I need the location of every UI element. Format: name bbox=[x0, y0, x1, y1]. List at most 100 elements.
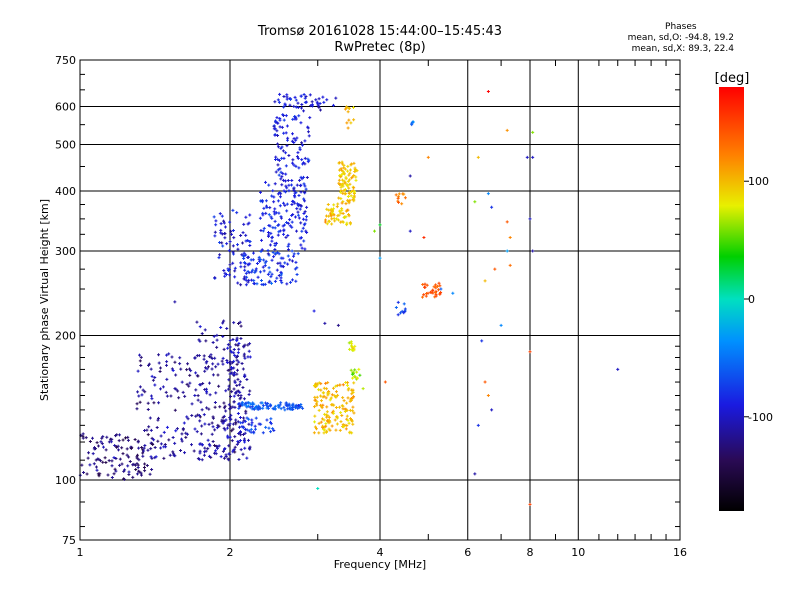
data-point-825 bbox=[267, 280, 271, 284]
data-point-1117 bbox=[285, 124, 289, 128]
data-point-1243 bbox=[351, 391, 355, 395]
data-point-223 bbox=[180, 439, 184, 443]
data-point-157 bbox=[142, 449, 146, 453]
data-point-821 bbox=[271, 250, 275, 254]
data-point-48 bbox=[99, 440, 103, 444]
data-point-980 bbox=[302, 197, 306, 201]
data-point-405 bbox=[227, 403, 231, 407]
data-point-1510 bbox=[434, 286, 438, 290]
data-point-855 bbox=[260, 248, 264, 252]
data-point-535 bbox=[239, 394, 243, 398]
data-point-1290 bbox=[352, 395, 356, 399]
x-tick-label-4: 8 bbox=[527, 546, 534, 559]
data-point-285 bbox=[162, 456, 166, 460]
data-point-523 bbox=[228, 338, 232, 342]
data-point-780 bbox=[279, 276, 283, 280]
data-point-1105 bbox=[281, 172, 285, 176]
data-point-778 bbox=[264, 259, 268, 263]
data-point-677 bbox=[236, 243, 240, 247]
data-point-678 bbox=[243, 265, 247, 269]
data-point-169 bbox=[150, 374, 154, 378]
data-point-781 bbox=[259, 250, 263, 254]
data-point-245 bbox=[152, 438, 156, 442]
data-point-1587 bbox=[336, 323, 340, 327]
data-point-429 bbox=[214, 449, 218, 453]
data-point-483 bbox=[247, 422, 251, 426]
data-point-1415 bbox=[337, 161, 341, 165]
data-point-1456 bbox=[345, 183, 349, 187]
data-point-1447 bbox=[344, 175, 348, 179]
data-point-1509 bbox=[426, 291, 430, 295]
data-point-917 bbox=[261, 229, 265, 233]
data-point-945 bbox=[301, 226, 305, 230]
data-point-1269 bbox=[314, 384, 318, 388]
data-point-574 bbox=[266, 402, 270, 406]
data-point-1384 bbox=[352, 161, 356, 165]
data-point-402 bbox=[199, 383, 203, 387]
data-point-1516 bbox=[431, 288, 435, 292]
data-point-1195 bbox=[317, 421, 321, 425]
data-point-460 bbox=[246, 355, 250, 359]
data-point-377 bbox=[222, 406, 226, 410]
data-point-925 bbox=[272, 200, 276, 204]
data-point-1274 bbox=[321, 424, 325, 428]
data-point-75 bbox=[129, 446, 133, 450]
data-point-222 bbox=[185, 415, 189, 419]
data-point-260 bbox=[232, 366, 236, 370]
data-point-4 bbox=[86, 456, 90, 460]
data-point-1277 bbox=[351, 405, 355, 409]
data-point-455 bbox=[198, 325, 202, 329]
data-point-1194 bbox=[313, 420, 317, 424]
data-point-844 bbox=[279, 273, 283, 277]
data-point-1047 bbox=[273, 127, 277, 131]
data-point-52 bbox=[134, 468, 138, 472]
data-point-1522 bbox=[434, 294, 438, 298]
data-point-1511 bbox=[436, 284, 440, 288]
data-point-110 bbox=[126, 438, 130, 442]
data-point-814 bbox=[252, 251, 256, 255]
data-point-172 bbox=[231, 427, 235, 431]
data-point-105 bbox=[80, 463, 84, 467]
data-point-790 bbox=[260, 279, 264, 283]
data-point-233 bbox=[178, 356, 182, 360]
data-point-922 bbox=[278, 195, 282, 199]
data-point-88 bbox=[148, 472, 152, 476]
data-point-1254 bbox=[345, 414, 349, 418]
data-point-36 bbox=[96, 444, 100, 448]
data-point-1111 bbox=[292, 163, 296, 167]
data-point-1261 bbox=[322, 394, 326, 398]
data-point-503 bbox=[235, 384, 239, 388]
data-point-1566 bbox=[525, 155, 529, 159]
data-point-466 bbox=[241, 452, 245, 456]
data-point-1280 bbox=[334, 390, 338, 394]
data-point-416 bbox=[222, 456, 226, 460]
data-point-235 bbox=[230, 439, 234, 443]
data-point-32 bbox=[85, 472, 89, 476]
colorbar-tick-label-2: -100 bbox=[748, 411, 773, 424]
data-point-255 bbox=[156, 416, 160, 420]
data-point-1305 bbox=[349, 398, 353, 402]
data-point-320 bbox=[200, 408, 204, 412]
data-point-1033 bbox=[276, 145, 280, 149]
data-point-414 bbox=[203, 446, 207, 450]
data-point-1239 bbox=[340, 413, 344, 417]
data-point-1262 bbox=[327, 391, 331, 395]
data-point-447 bbox=[222, 419, 226, 423]
data-point-717 bbox=[223, 236, 227, 240]
data-point-758 bbox=[273, 279, 277, 283]
data-point-1368 bbox=[348, 168, 352, 172]
data-point-1048 bbox=[300, 158, 304, 162]
data-point-259 bbox=[228, 368, 232, 372]
data-point-1357 bbox=[333, 219, 337, 223]
data-point-669 bbox=[250, 421, 254, 425]
data-point-1104 bbox=[274, 170, 278, 174]
data-point-1214 bbox=[317, 431, 321, 435]
data-point-199 bbox=[171, 435, 175, 439]
x-tick-label-0: 1 bbox=[77, 546, 84, 559]
data-point-120 bbox=[226, 387, 230, 391]
data-point-968 bbox=[298, 236, 302, 240]
data-point-1147 bbox=[331, 103, 335, 107]
data-point-1142 bbox=[318, 101, 322, 105]
